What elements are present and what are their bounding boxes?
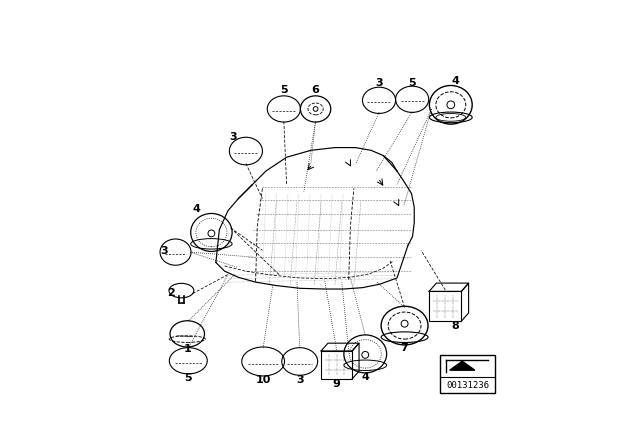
Text: 5: 5 xyxy=(408,78,416,88)
Text: 5: 5 xyxy=(184,373,192,383)
Text: 3: 3 xyxy=(161,246,168,256)
Text: 3: 3 xyxy=(296,375,303,385)
Text: 4: 4 xyxy=(362,372,369,382)
Text: 3: 3 xyxy=(229,132,237,142)
Text: 3: 3 xyxy=(375,78,383,88)
Text: 10: 10 xyxy=(255,375,271,385)
Text: 4: 4 xyxy=(451,76,459,86)
Text: 5: 5 xyxy=(280,85,287,95)
Text: 2: 2 xyxy=(167,288,175,298)
Text: 6: 6 xyxy=(312,85,319,95)
Text: 8: 8 xyxy=(451,321,459,331)
Text: 4: 4 xyxy=(192,204,200,214)
Bar xyxy=(440,355,495,392)
Text: 9: 9 xyxy=(333,379,340,389)
Text: 1: 1 xyxy=(184,345,191,354)
Text: 00131236: 00131236 xyxy=(446,380,489,390)
Polygon shape xyxy=(450,361,475,370)
Text: 7: 7 xyxy=(401,343,408,353)
